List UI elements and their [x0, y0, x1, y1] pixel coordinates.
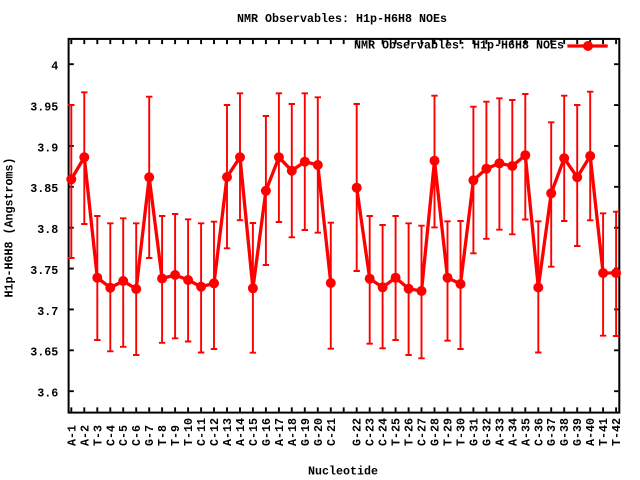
svg-text:NMR Observables: H1p-H6H8 NOEs: NMR Observables: H1p-H6H8 NOEs	[354, 39, 564, 53]
svg-text:3.95: 3.95	[30, 100, 58, 114]
svg-text:G-16: G-16	[260, 418, 274, 446]
svg-text:3.6: 3.6	[37, 387, 58, 401]
svg-text:3.7: 3.7	[37, 305, 58, 319]
svg-text:H1p-H6H8 (Angstroms): H1p-H6H8 (Angstroms)	[3, 158, 17, 298]
svg-text:T-9: T-9	[169, 425, 183, 446]
svg-text:C-21: C-21	[325, 418, 339, 446]
svg-text:A-17: A-17	[273, 418, 287, 446]
svg-text:T-8: T-8	[156, 425, 170, 446]
svg-text:T-25: T-25	[390, 418, 404, 446]
svg-text:A-35: A-35	[519, 418, 533, 446]
svg-text:A-1: A-1	[65, 425, 79, 446]
svg-text:A-2: A-2	[78, 425, 92, 446]
svg-text:G-32: G-32	[480, 418, 494, 446]
svg-text:NMR Observables: H1p-H6H8 NOEs: NMR Observables: H1p-H6H8 NOEs	[237, 12, 447, 26]
svg-text:3.9: 3.9	[37, 141, 58, 155]
svg-text:C-15: C-15	[247, 418, 261, 446]
svg-text:G-38: G-38	[558, 418, 572, 446]
svg-text:G-28: G-28	[429, 418, 443, 446]
svg-text:Nucleotide: Nucleotide	[308, 465, 378, 479]
svg-text:3.75: 3.75	[30, 264, 58, 278]
svg-text:A-34: A-34	[506, 417, 520, 446]
svg-text:3.8: 3.8	[37, 223, 58, 237]
svg-text:C-12: C-12	[208, 418, 222, 446]
svg-text:C-4: C-4	[104, 424, 118, 446]
svg-text:T-30: T-30	[454, 418, 468, 446]
svg-text:C-23: C-23	[364, 418, 378, 446]
svg-text:C-11: C-11	[195, 418, 209, 446]
svg-text:G-22: G-22	[351, 418, 365, 446]
svg-text:A-40: A-40	[584, 418, 598, 446]
svg-text:G-37: G-37	[545, 418, 559, 446]
svg-text:C-6: C-6	[130, 425, 144, 446]
svg-text:4: 4	[51, 60, 59, 74]
svg-text:C-24: C-24	[377, 417, 391, 446]
svg-text:G-31: G-31	[467, 418, 481, 446]
svg-text:T-3: T-3	[91, 425, 105, 446]
svg-text:A-33: A-33	[493, 418, 507, 446]
svg-text:C-36: C-36	[532, 418, 546, 446]
svg-text:C-5: C-5	[117, 425, 131, 446]
svg-text:G-39: G-39	[571, 418, 585, 446]
svg-text:T-42: T-42	[610, 418, 624, 446]
svg-text:T-41: T-41	[597, 418, 611, 446]
svg-text:A-18: A-18	[286, 418, 300, 446]
svg-text:A-14: A-14	[234, 417, 248, 446]
svg-text:T-26: T-26	[403, 418, 417, 446]
svg-text:A-13: A-13	[221, 418, 235, 446]
svg-text:T-29: T-29	[441, 418, 455, 446]
svg-text:G-20: G-20	[312, 418, 326, 446]
svg-text:3.65: 3.65	[30, 346, 58, 360]
svg-text:G-7: G-7	[143, 425, 157, 446]
svg-text:3.85: 3.85	[30, 182, 58, 196]
svg-text:C-27: C-27	[416, 418, 430, 446]
svg-text:G-19: G-19	[299, 418, 313, 446]
svg-text:T-10: T-10	[182, 418, 196, 446]
